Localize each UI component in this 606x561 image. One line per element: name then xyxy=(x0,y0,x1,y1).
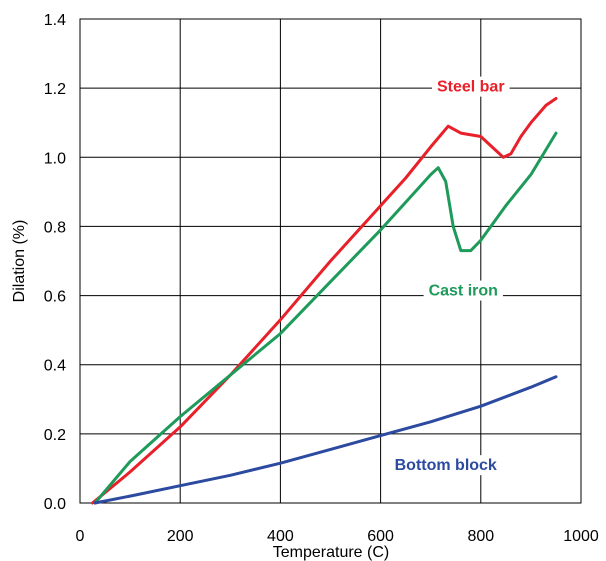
series-label-bg xyxy=(423,280,503,301)
tick-labels: 0 200 400 600 800 1000 0.0 0.2 0.4 0.6 0.8 1.0 1.2 1.… xyxy=(44,12,599,545)
series-lines xyxy=(91,97,558,505)
y-tick-label: 1.4 xyxy=(44,12,66,29)
x-axis-title: Temperature (C) xyxy=(273,544,389,561)
series-line-bottom-block xyxy=(93,375,558,505)
series-label-bottom-block: Bottom block xyxy=(395,457,497,474)
y-axis-title: Dilation (%) xyxy=(11,220,28,303)
y-tick-label: 0.6 xyxy=(44,289,66,306)
y-tick-label: 0.0 xyxy=(44,496,66,513)
series-label-steel-bar: Steel bar xyxy=(437,79,505,96)
y-tick-label: 0.8 xyxy=(44,219,66,236)
series-labels: Steel bar Cast iron Bottom block xyxy=(389,76,510,476)
x-tick-label: 0 xyxy=(76,528,85,545)
series-line-cast-iron xyxy=(93,131,558,505)
y-tick-label: 0.2 xyxy=(44,427,66,444)
x-tick-label: 800 xyxy=(467,528,494,545)
x-tick-label: 400 xyxy=(267,528,294,545)
y-tick-label: 1.2 xyxy=(44,81,66,98)
series-label-bg xyxy=(431,76,510,97)
x-tick-label: 1000 xyxy=(563,528,599,545)
y-tick-label: 0.4 xyxy=(44,358,66,375)
y-tick-label: 1.0 xyxy=(44,150,66,167)
x-tick-label: 600 xyxy=(367,528,394,545)
x-tick-label: 200 xyxy=(167,528,194,545)
series-label-bg xyxy=(389,455,502,476)
series-label-cast-iron: Cast iron xyxy=(429,283,498,300)
